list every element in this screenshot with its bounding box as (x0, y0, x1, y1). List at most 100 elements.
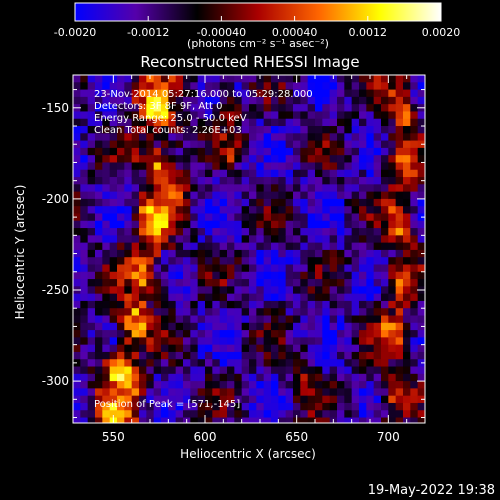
heatmap-cell (403, 264, 411, 273)
heatmap-cell (315, 315, 323, 324)
heatmap-cell (271, 286, 279, 295)
heatmap-cell (234, 300, 243, 309)
heatmap-cell (315, 82, 323, 91)
heatmap-cell (87, 118, 96, 127)
heatmap-cell (395, 388, 404, 397)
heatmap-cell (153, 177, 162, 185)
heatmap-image (73, 75, 425, 423)
heatmap-cell (131, 293, 140, 302)
heatmap-cell (381, 359, 389, 368)
heatmap-cell (285, 147, 294, 156)
heatmap-cell (366, 242, 375, 251)
heatmap-cell (249, 417, 257, 423)
heatmap-cell (124, 169, 133, 178)
heatmap-cell (359, 140, 367, 149)
heatmap-cell (175, 89, 184, 98)
heatmap-cell (190, 351, 199, 360)
heatmap-cell (344, 402, 353, 411)
heatmap-cell (139, 279, 147, 287)
heatmap-cell (87, 308, 96, 317)
heatmap-cell (403, 169, 411, 178)
heatmap-cell (234, 89, 243, 98)
heatmap-cell (183, 322, 191, 331)
heatmap-cell (131, 126, 140, 134)
heatmap-cell (381, 330, 389, 338)
heatmap-cell (403, 147, 411, 156)
heatmap-cell (95, 417, 103, 423)
heatmap-cell (139, 228, 147, 236)
heatmap-cell (329, 133, 338, 142)
heatmap-cell (175, 147, 184, 156)
heatmap-cell (293, 235, 301, 244)
heatmap-cell (344, 213, 353, 222)
heatmap-cell (263, 169, 272, 178)
heatmap-cell (278, 308, 287, 317)
heatmap-cell (139, 140, 147, 149)
heatmap-cell (410, 242, 419, 251)
heatmap-cell (263, 126, 272, 134)
heatmap-cell (234, 206, 243, 215)
heatmap-cell (234, 249, 243, 258)
heatmap-cell (329, 140, 338, 149)
heatmap-cell (190, 395, 199, 404)
heatmap-cell (285, 359, 294, 368)
heatmap-cell (117, 155, 125, 164)
heatmap-cell (285, 373, 294, 382)
heatmap-cell (263, 279, 272, 287)
heatmap-cell (131, 381, 140, 389)
heatmap-cell (87, 359, 96, 368)
heatmap-cell (227, 111, 235, 120)
heatmap-cell (124, 381, 133, 389)
heatmap-cell (197, 351, 206, 360)
heatmap-cell (351, 126, 360, 134)
heatmap-cell (278, 279, 287, 287)
heatmap-cell (271, 381, 279, 389)
heatmap-cell (263, 118, 272, 127)
heatmap-cell (139, 89, 147, 98)
heatmap-cell (102, 75, 111, 83)
heatmap-cell (241, 264, 250, 273)
heatmap-cell (263, 228, 272, 236)
heatmap-cell (183, 133, 191, 142)
heatmap-cell (102, 191, 111, 200)
heatmap-cell (117, 410, 125, 419)
heatmap-cell (381, 388, 389, 397)
heatmap-cell (87, 213, 96, 222)
heatmap-cell (124, 366, 133, 375)
heatmap-cell (109, 264, 118, 273)
heatmap-cell (271, 220, 279, 229)
heatmap-cell (219, 162, 228, 171)
heatmap-cell (153, 140, 162, 149)
heatmap-cell (153, 315, 162, 324)
heatmap-cell (80, 322, 89, 331)
heatmap-cell (168, 155, 177, 164)
heatmap-cell (139, 206, 147, 215)
heatmap-cell (256, 184, 265, 193)
heatmap-cell (403, 300, 411, 309)
heatmap-cell (117, 133, 125, 142)
heatmap-cell (139, 410, 147, 419)
heatmap-cell (205, 308, 213, 317)
heatmap-cell (417, 279, 425, 287)
heatmap-cell (344, 162, 353, 171)
heatmap-cell (161, 242, 169, 251)
heatmap-cell (373, 75, 382, 83)
heatmap-cell (87, 351, 96, 360)
heatmap-cell (351, 111, 360, 120)
heatmap-cell (381, 75, 389, 83)
heatmap-cell (249, 330, 257, 338)
heatmap-cell (102, 169, 111, 178)
heatmap-cell (410, 417, 419, 423)
heatmap-cell (359, 395, 367, 404)
heatmap-cell (87, 220, 96, 229)
heatmap-cell (271, 264, 279, 273)
heatmap-cell (271, 235, 279, 244)
heatmap-cell (366, 184, 375, 193)
heatmap-cell (73, 191, 81, 200)
heatmap-cell (293, 337, 301, 346)
heatmap-cell (234, 147, 243, 156)
heatmap-cell (359, 96, 367, 105)
heatmap-cell (263, 410, 272, 419)
heatmap-cell (278, 198, 287, 207)
heatmap-cell (161, 308, 169, 317)
